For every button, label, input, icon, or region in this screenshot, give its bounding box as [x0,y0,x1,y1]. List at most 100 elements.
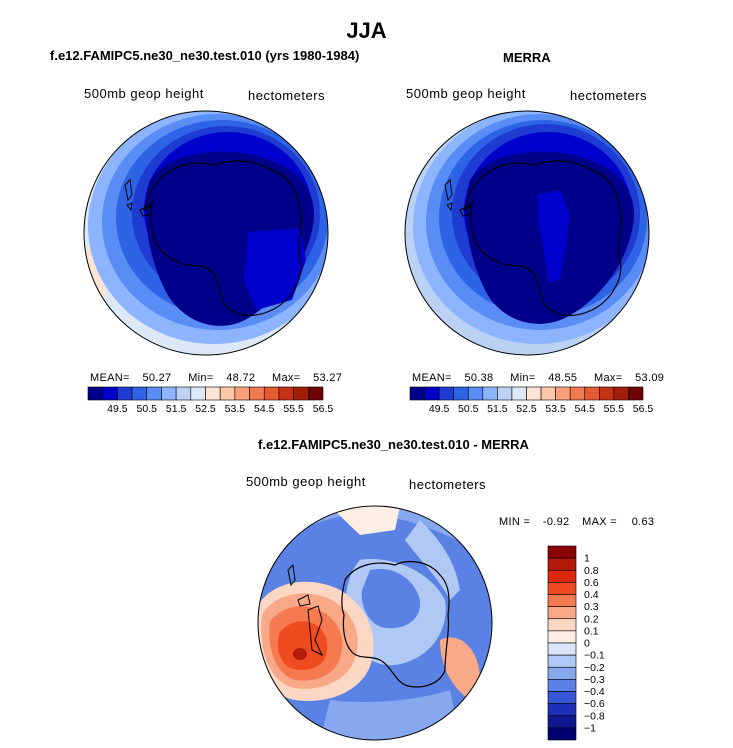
panel-1-title: f.e12.FAMIPC5.ne30_ne30.test.010 (yrs 19… [50,48,360,63]
colorbar-tick-label: −0.3 [584,674,605,686]
min-label: Min= [510,372,536,384]
colorbar-tick-label: 0.1 [584,625,599,637]
colorbar-swatch [234,386,250,401]
south-america-coastline [124,178,153,217]
colorbar-swatch [547,691,577,704]
colorbar-tick-label: 0.8 [584,565,599,577]
max-label: MAX = [582,516,617,528]
colorbar-swatch [467,386,484,401]
field-band [361,569,421,629]
colorbar-tick-label: 55.5 [604,403,625,415]
field-band [538,190,570,282]
max-value: 53.09 [635,372,665,384]
min-label: MIN = [499,516,531,528]
colorbar-swatch [497,386,513,401]
colorbar-swatch [547,703,577,717]
colorbar-swatch [547,666,577,680]
colorbar-tick-label: −0.8 [584,710,605,722]
colorbar-tick-label: 55.5 [283,403,304,415]
colorbar-tick-label: 0.2 [584,613,599,625]
antarctica-coastline [143,160,302,316]
colorbar-swatch [526,386,542,401]
colorbar-tick-label: −0.6 [584,698,605,710]
colorbar-tick-label: 0 [584,638,590,650]
colorbar-tick-label: 56.5 [313,403,334,415]
panel-2-units: hectometers [570,88,648,103]
colorbar-tick-label: 49.5 [429,403,450,415]
colorbar-tick-label: 52.5 [195,403,216,415]
colorbar-swatch [547,569,577,583]
min-value: 48.72 [226,372,256,384]
colorbar-swatch [131,386,148,401]
field-band [320,690,460,740]
diff-panel-variable: 500mb geop height [246,474,366,489]
colorbar-swatch [584,386,600,401]
colorbar-swatch [540,386,556,401]
colorbar-swatch [278,386,294,401]
diff-panel-title: f.e12.FAMIPC5.ne30_ne30.test.010 - MERRA [258,437,529,452]
colorbar-tick-label: 1 [584,553,590,565]
map-border [257,505,493,741]
colorbar-tick-label: 50.5 [458,403,479,415]
colorbar-swatch [628,386,644,401]
colorbar-swatch [146,386,162,401]
colorbar-tick-label: 51.5 [487,403,508,415]
colorbar-tick-label: 54.5 [254,403,275,415]
colorbar-swatch [547,630,577,644]
colorbar-merra: 49.5 50.5 51.5 52.5 53.5 54.5 55.5 56.5 [409,386,654,415]
colorbar-swatch [547,654,577,668]
colorbar-swatch [219,386,236,401]
max-label: Max= [594,372,623,384]
field-band [293,648,307,660]
panel-1-units: hectometers [248,88,326,103]
colorbar-swatch [569,386,586,401]
colorbar-swatch [547,727,577,741]
panel-2-title: MERRA [503,50,551,65]
colorbar-swatch [547,618,577,632]
colorbar-swatch [175,386,192,401]
map-merra [404,110,650,356]
colorbar-swatch [511,386,527,401]
colorbar-swatch [547,545,577,559]
colorbar-tick-label: −0.1 [584,650,605,662]
colorbar-swatch [409,386,425,401]
south-america-coastline [287,563,324,657]
colorbar-swatch [293,386,309,401]
colorbar-tick-label: 0.6 [584,577,599,589]
field-band [405,520,460,600]
map-difference [257,505,493,741]
min-value: -0.92 [542,516,570,528]
diff-panel-units: hectometers [409,477,487,492]
colorbar-tick-label: −0.4 [584,686,605,698]
colorbar-tick-label: 50.5 [137,403,158,415]
colorbar-swatch [547,594,577,607]
colorbar-tick-label: 0.4 [584,589,599,601]
colorbar-tick-label: 54.5 [575,403,596,415]
colorbar-swatch [547,679,577,692]
map-border [404,110,650,356]
main-title: JJA [346,18,387,43]
panel-1-variable: 500mb geop height [84,86,204,101]
mean-label: MEAN= [412,372,452,384]
field-band [440,637,480,700]
colorbar-tick-label: 56.5 [633,403,654,415]
colorbar-swatch [482,386,498,401]
colorbar-model: 49.5 50.5 51.5 52.5 53.5 54.5 55.5 56.5 [87,386,334,415]
colorbar-swatch [308,386,324,401]
map-model [83,110,329,356]
colorbar-tick-label: 53.5 [225,403,246,415]
field-band [277,621,328,670]
mean-value: 50.27 [142,372,172,384]
antarctica-coastline [341,561,450,688]
max-value: 53.27 [313,372,343,384]
colorbar-swatch [205,386,221,401]
colorbar-swatch [547,715,577,729]
colorbar-swatch [555,386,571,401]
colorbar-swatch [453,386,469,401]
panel-2-stats: MEAN= 50.38 Min= 48.55 Max= 53.09 [412,372,664,384]
colorbar-difference: 10.80.60.40.30.20.10−0.1−0.2−0.3−0.4−0.6… [547,545,605,741]
field-band [244,228,306,310]
colorbar-swatch [547,642,577,656]
mean-value: 50.38 [464,372,494,384]
